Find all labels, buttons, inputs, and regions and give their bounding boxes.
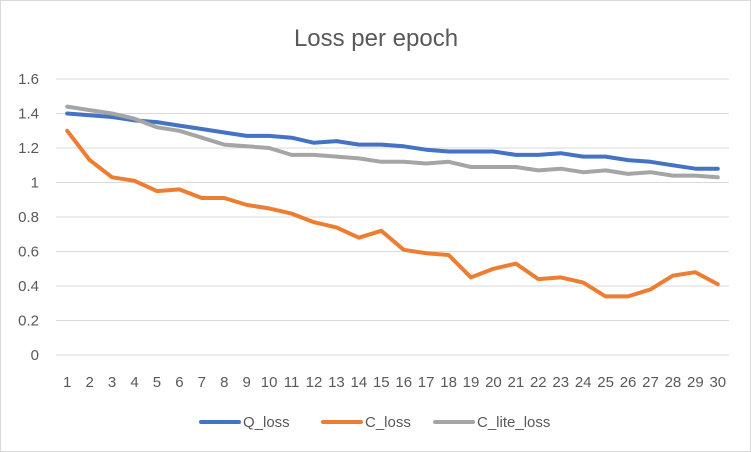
x-tick-label: 29 [687, 374, 704, 391]
x-tick-label: 2 [85, 374, 93, 391]
x-tick-label: 3 [108, 374, 116, 391]
x-tick-label: 18 [440, 374, 457, 391]
y-tick-label: 0 [31, 347, 39, 364]
legend: Q_loss C_loss C_lite_loss [199, 414, 550, 431]
x-tick-label: 7 [198, 374, 206, 391]
y-tick-label: 0.8 [18, 209, 39, 226]
y-tick-label: 0.2 [18, 313, 39, 330]
x-tick-label: 4 [130, 374, 138, 391]
x-tick-label: 26 [620, 374, 637, 391]
x-tick-label: 11 [284, 374, 300, 391]
x-tick-label: 28 [665, 374, 682, 391]
x-tick-label: 17 [418, 374, 435, 391]
x-tick-label: 6 [175, 374, 183, 391]
x-tick-label: 15 [373, 374, 390, 391]
series-lines [65, 104, 720, 299]
x-tick-label: 19 [463, 374, 480, 391]
x-tick-label: 23 [552, 374, 569, 391]
y-tick-label: 0.6 [18, 244, 39, 261]
x-tick-label: 1 [63, 374, 71, 391]
x-tick-label: 5 [153, 374, 161, 391]
x-tick-label: 9 [243, 374, 251, 391]
series-line-q-loss [65, 111, 720, 171]
x-tick-label: 27 [642, 374, 659, 391]
x-tick-label: 12 [306, 374, 323, 391]
x-tick-label: 20 [485, 374, 502, 391]
x-axis-ticks: 1 2 3 4 5 6 7 8 9 10 11 12 13 14 15 16 17 18 19 20 21 22 23 24 2… [63, 374, 726, 391]
x-tick-label: 22 [530, 374, 547, 391]
gridlines [56, 78, 729, 356]
legend-label: Q_loss [243, 414, 290, 431]
x-tick-label: 8 [220, 374, 228, 391]
y-axis-ticks: 0 0.2 0.4 0.6 0.8 1 1.2 1.4 1.6 [18, 71, 39, 364]
y-tick-label: 1 [31, 175, 39, 192]
legend-label: C_loss [365, 414, 411, 431]
x-tick-label: 25 [597, 374, 614, 391]
legend-label: C_lite_loss [477, 414, 550, 431]
series-line-c-loss [65, 128, 720, 299]
x-tick-label: 10 [261, 374, 278, 391]
x-tick-label: 30 [709, 374, 726, 391]
x-tick-label: 21 [508, 374, 525, 391]
series-line-c-lite-loss [65, 104, 720, 180]
y-tick-label: 1.6 [18, 71, 39, 88]
y-tick-label: 1.4 [18, 106, 39, 123]
y-tick-label: 1.2 [18, 140, 39, 157]
x-tick-label: 14 [351, 374, 368, 391]
y-tick-label: 0.4 [18, 278, 39, 295]
chart-title: Loss per epoch [294, 25, 458, 52]
x-tick-label: 24 [575, 374, 592, 391]
x-tick-label: 16 [395, 374, 412, 391]
x-tick-label: 13 [328, 374, 345, 391]
